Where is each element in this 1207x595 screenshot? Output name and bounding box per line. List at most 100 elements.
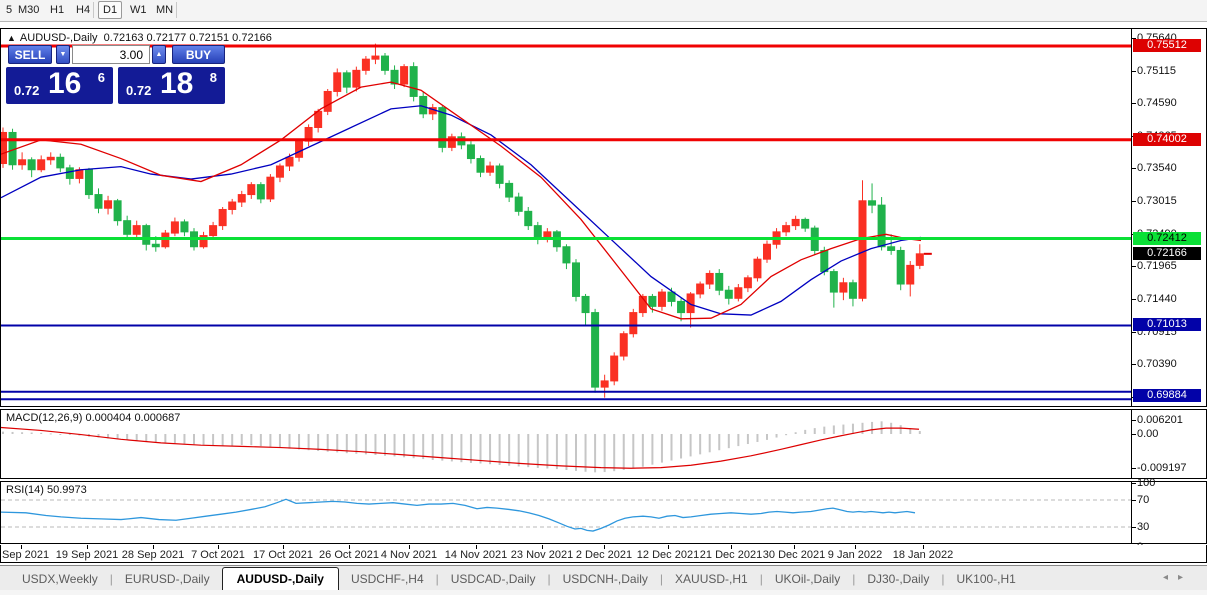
tab-scroll-arrows[interactable]: ◂▸ — [1163, 572, 1193, 583]
tab-scroll-right-icon[interactable]: ▸ — [1177, 572, 1193, 583]
volume-decrease-button[interactable]: ▼ — [56, 45, 70, 64]
date-label: 19 Sep 2021 — [55, 549, 119, 561]
rsi-tick — [1132, 483, 1136, 484]
price-badge: 0.69884 — [1133, 389, 1201, 402]
date-label: 9 Jan 2022 — [827, 549, 883, 561]
buy-price-tile[interactable]: 0.72 18 8 — [118, 67, 225, 104]
price-tick-label: 0.73540 — [1137, 162, 1177, 174]
sell-price-tile[interactable]: 0.72 16 6 — [6, 67, 113, 104]
price-badge: 0.74002 — [1133, 133, 1201, 146]
chart-tab-usdx[interactable]: USDX,Weekly — [22, 571, 98, 586]
date-tick — [409, 545, 410, 549]
timeframe-button-m30[interactable]: M30 — [18, 4, 40, 16]
sell-price-pips: 16 — [48, 67, 82, 100]
timeframe-button-5[interactable]: 5 — [6, 4, 13, 16]
rsi-name: RSI(14) — [6, 484, 44, 496]
volume-input[interactable]: 3.00 — [72, 45, 150, 64]
price-tick — [1132, 332, 1136, 333]
date-label: 28 Sep 2021 — [121, 549, 185, 561]
chart-tab-xauusd[interactable]: XAUUSD-,H1 — [675, 571, 748, 586]
chart-tab-ukoil[interactable]: UKOil-,Daily — [774, 571, 841, 586]
chart-tab-dj30[interactable]: DJ30-,Daily — [867, 571, 930, 586]
timeframe-button-w1[interactable]: W1 — [130, 4, 147, 16]
date-label: 12 Dec 2021 — [636, 549, 700, 561]
rsi-tick-label: 30 — [1137, 521, 1150, 533]
price-tick — [1132, 38, 1136, 39]
macd-panel: MACD(12,26,9) 0.000404 0.000687 0.006201… — [0, 409, 1207, 479]
price-tick — [1132, 168, 1136, 169]
chart-title: ▲ AUDUSD-,Daily 0.72163 0.72177 0.72151 0… — [7, 32, 272, 44]
timeframe-button-h1[interactable]: H1 — [50, 4, 65, 16]
date-label: 9 Sep 2021 — [0, 549, 50, 561]
macd-value-main: 0.000404 — [85, 412, 132, 424]
date-label: 2 Dec 2021 — [575, 549, 633, 561]
price-axis-separator — [1131, 29, 1132, 406]
rsi-tick-label: 100 — [1137, 477, 1156, 489]
price-chart-panel: 0.756400.751150.745900.740650.735400.730… — [0, 28, 1207, 407]
sell-price-fraction: 6 — [97, 70, 105, 85]
date-label: 18 Jan 2022 — [892, 549, 954, 561]
timeframe-toolbar: 5 M30 H1 H4 D1 W1 MN — [0, 0, 1207, 22]
tab-divider: | — [659, 571, 664, 586]
date-tick — [21, 545, 22, 549]
chart-symbol-label: AUDUSD-,Daily — [19, 32, 98, 44]
date-tick — [855, 545, 856, 549]
price-tick — [1132, 201, 1136, 202]
price-badge: 0.71013 — [1133, 318, 1201, 331]
macd-tick — [1132, 468, 1136, 469]
timeframe-button-h4[interactable]: H4 — [76, 4, 91, 16]
tab-scroll-left-icon[interactable]: ◂ — [1162, 572, 1178, 583]
price-tick-label: 0.75115 — [1137, 65, 1176, 77]
chart-tab-audusd[interactable]: AUDUSD-,Daily — [221, 566, 339, 591]
date-label: 7 Oct 2021 — [191, 549, 245, 561]
macd-indicator-label: MACD(12,26,9) 0.000404 0.000687 — [6, 412, 180, 424]
date-tick — [542, 545, 543, 549]
macd-tick-label: 0.00 — [1137, 428, 1159, 440]
date-tick — [794, 545, 795, 549]
date-tick — [731, 545, 732, 549]
macd-tick-label: 0.006201 — [1137, 414, 1183, 426]
rsi-indicator-label: RSI(14) 50.9973 — [6, 484, 87, 496]
date-tick — [87, 545, 88, 549]
price-tick-label: 0.71440 — [1137, 293, 1177, 305]
date-label: 30 Dec 2021 — [762, 549, 826, 561]
chart-tab-uk100[interactable]: UK100-,H1 — [956, 571, 1016, 586]
tab-divider: | — [547, 571, 551, 586]
ohlc-low: 0.72151 — [189, 32, 230, 44]
rsi-tick — [1132, 527, 1136, 528]
rsi-value: 50.9973 — [46, 484, 87, 496]
macd-tick — [1132, 434, 1136, 435]
rsi-tick — [1132, 500, 1136, 501]
macd-value-signal: 0.000687 — [134, 412, 181, 424]
date-tick — [349, 545, 350, 549]
tab-divider: | — [941, 571, 945, 586]
date-tick — [218, 545, 219, 549]
price-tick — [1132, 299, 1136, 300]
price-tick — [1132, 71, 1136, 72]
timeframe-button-mn[interactable]: MN — [156, 4, 174, 16]
buy-button[interactable]: BUY — [172, 45, 225, 64]
chart-tab-eurusd[interactable]: EURUSD-,Daily — [124, 571, 210, 586]
ohlc-close: 0.72166 — [232, 32, 272, 44]
date-tick — [923, 545, 924, 549]
date-tick — [668, 545, 669, 549]
date-label: 17 Oct 2021 — [253, 549, 313, 561]
price-tick-label: 0.74590 — [1137, 97, 1177, 109]
macd-tick — [1132, 420, 1136, 421]
macd-axis-separator — [1131, 410, 1132, 478]
volume-increase-button[interactable]: ▲ — [152, 45, 166, 64]
status-strip — [0, 590, 1207, 595]
chart-tab-usdcad[interactable]: USDCAD-,Daily — [450, 571, 536, 586]
sell-button[interactable]: SELL — [8, 45, 52, 64]
timeframe-button-d1[interactable]: D1 — [98, 1, 123, 19]
sell-price-base: 0.72 — [14, 83, 40, 98]
price-tick — [1132, 364, 1136, 365]
date-tick — [283, 545, 284, 549]
tab-divider: | — [435, 571, 439, 586]
chart-tab-usdcnh[interactable]: USDCNH-,Daily — [562, 571, 648, 586]
rsi-panel: RSI(14) 50.9973 10070300 — [0, 477, 1207, 553]
date-tick — [153, 545, 154, 549]
chart-tab-usdchf[interactable]: USDCHF-,H4 — [350, 571, 424, 586]
toolbar-separator — [93, 2, 94, 18]
